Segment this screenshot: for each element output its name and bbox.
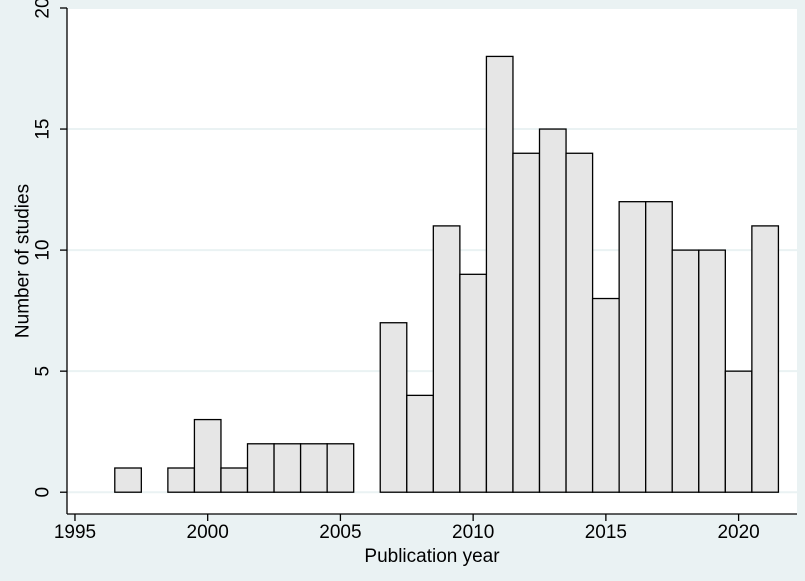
y-tick-label: 0	[33, 487, 54, 498]
bars	[114, 55, 780, 493]
y-tick-label: 20	[33, 0, 54, 19]
bar	[724, 370, 753, 493]
bar	[671, 249, 700, 493]
x-tick-label: 2010	[452, 522, 494, 543]
x-tick-label: 2005	[319, 522, 361, 543]
bar	[193, 418, 222, 493]
bar	[591, 297, 620, 493]
y-tick-label: 15	[33, 118, 54, 139]
bar	[432, 225, 461, 493]
bar	[565, 152, 594, 493]
bar	[698, 249, 726, 493]
bar	[512, 152, 541, 493]
bar	[538, 128, 567, 493]
x-tick-label: 2000	[187, 522, 229, 543]
bar	[299, 443, 328, 493]
x-tick-label: 2015	[585, 522, 627, 543]
bar	[220, 467, 249, 493]
axes: 0 5 10 15 20 1995 2000 2005 2010 2015 2020	[33, 0, 797, 543]
bar	[246, 443, 275, 493]
bar	[114, 467, 142, 493]
bar	[379, 322, 408, 493]
y-tick-label: 10	[33, 240, 54, 261]
bar	[485, 55, 514, 493]
bar	[326, 443, 355, 493]
bar	[406, 394, 434, 493]
bar	[459, 273, 488, 493]
bar	[751, 225, 780, 493]
bar	[645, 201, 673, 493]
y-axis-label: Number of studies	[13, 184, 34, 338]
bar	[618, 201, 647, 493]
x-tick-label: 1995	[54, 522, 96, 543]
y-tick-label: 5	[33, 366, 54, 377]
x-tick-label: 2020	[717, 522, 759, 543]
bar	[273, 443, 302, 493]
x-axis-label: Publication year	[364, 546, 500, 567]
bar	[167, 467, 196, 493]
